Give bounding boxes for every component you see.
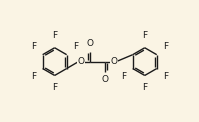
Text: O: O [87, 39, 94, 48]
Text: F: F [31, 72, 36, 81]
Text: F: F [52, 31, 57, 40]
Text: O: O [110, 57, 117, 66]
Text: F: F [31, 42, 36, 51]
Text: F: F [142, 83, 147, 92]
Text: F: F [163, 42, 169, 51]
Text: F: F [121, 72, 126, 81]
Text: F: F [142, 31, 147, 40]
Text: O: O [77, 57, 84, 66]
Text: F: F [73, 42, 78, 51]
Text: F: F [163, 72, 169, 81]
Text: F: F [52, 83, 57, 92]
Text: O: O [101, 76, 108, 84]
